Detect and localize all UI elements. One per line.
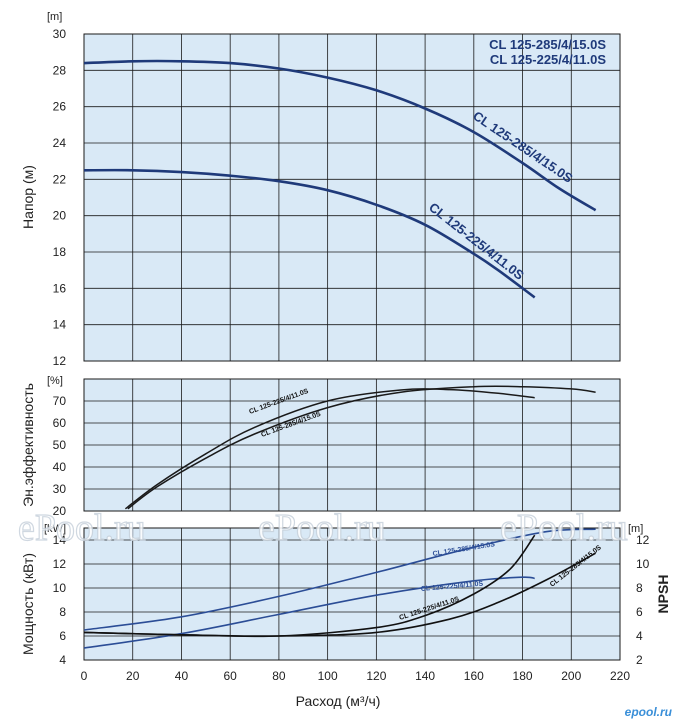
eff-y-tick-label: 20 (53, 504, 67, 518)
head-y-tick-label: 20 (53, 209, 67, 223)
head-axis-title: Напор (м) (20, 165, 36, 229)
power-y-tick-label: 14 (53, 533, 67, 547)
eff-y-tick-label: 40 (53, 460, 67, 474)
x-tick-label: 220 (610, 669, 630, 683)
npsh-axis-title: NPSH (655, 575, 671, 614)
x-tick-label: 140 (415, 669, 435, 683)
head-curve-0 (83, 59, 597, 212)
head-y-tick-label: 16 (53, 281, 67, 295)
head-y-tick-label: 14 (53, 318, 67, 332)
head-y-tick-label: 30 (53, 27, 67, 41)
legend-entry: CL 125-285/4/15.0S (489, 37, 606, 52)
npsh-y-tick-label: 8 (636, 581, 643, 595)
eff-y-tick-label: 30 (53, 482, 67, 496)
power-y-tick-label: 6 (59, 629, 66, 643)
npsh-unit: [m] (628, 523, 643, 535)
head-curve-1 (83, 168, 536, 299)
npsh-y-tick-label: 12 (636, 533, 650, 547)
efficiency-curve-0 (127, 385, 596, 510)
npsh-y-tick-label: 2 (636, 653, 643, 667)
head-y-tick-label: 18 (53, 245, 67, 259)
head-unit: [m] (47, 11, 62, 23)
watermark: ePool.ru (18, 507, 146, 549)
eff-y-tick-label: 60 (53, 416, 67, 430)
grid-lines (84, 34, 620, 660)
watermark: ePool.ru (500, 507, 628, 549)
legend-entry: CL 125-225/4/11.0S (490, 52, 606, 67)
npsh-y-tick-label: 10 (636, 557, 650, 571)
x-tick-label: 100 (318, 669, 338, 683)
x-axis-title: Расход (м³/ч) (296, 693, 381, 709)
power-axis-title: Мощность (кВт) (20, 553, 36, 655)
power-y-tick-label: 10 (53, 581, 67, 595)
head-y-tick-label: 24 (53, 136, 67, 150)
eff-axis-title: Эн.эффективность (20, 383, 36, 507)
x-tick-label: 80 (272, 669, 286, 683)
x-tick-label: 0 (81, 669, 88, 683)
x-tick-label: 20 (126, 669, 140, 683)
head-y-tick-label: 12 (53, 354, 67, 368)
power-y-tick-label: 4 (59, 653, 66, 667)
x-tick-label: 40 (175, 669, 189, 683)
x-tick-label: 180 (513, 669, 533, 683)
power-curve-0 (83, 528, 596, 631)
eff-y-tick-label: 70 (53, 394, 67, 408)
power-y-tick-label: 12 (53, 557, 67, 571)
npsh-y-tick-label: 6 (636, 605, 643, 619)
brand-logo-text: epool.ru (625, 705, 673, 719)
x-tick-label: 160 (464, 669, 484, 683)
watermark: ePool.ru (258, 507, 386, 549)
efficiency-curve-1 (124, 388, 535, 510)
npsh-y-tick-label: 4 (636, 629, 643, 643)
head-y-tick-label: 28 (53, 63, 67, 77)
eff-y-tick-label: 50 (53, 438, 67, 452)
x-tick-label: 120 (366, 669, 386, 683)
eff-unit: [%] (47, 375, 63, 387)
npsh-curve-3 (83, 534, 536, 638)
head-y-tick-label: 26 (53, 100, 67, 114)
head-y-tick-label: 22 (53, 172, 67, 186)
power-unit: [kW] (44, 523, 66, 535)
curves (83, 59, 597, 649)
x-tick-label: 200 (561, 669, 581, 683)
plot-area-power (83, 527, 621, 661)
x-tick-label: 60 (224, 669, 238, 683)
power-y-tick-label: 8 (59, 605, 66, 619)
power-curve-1 (83, 576, 535, 649)
plot-backgrounds (83, 33, 621, 661)
